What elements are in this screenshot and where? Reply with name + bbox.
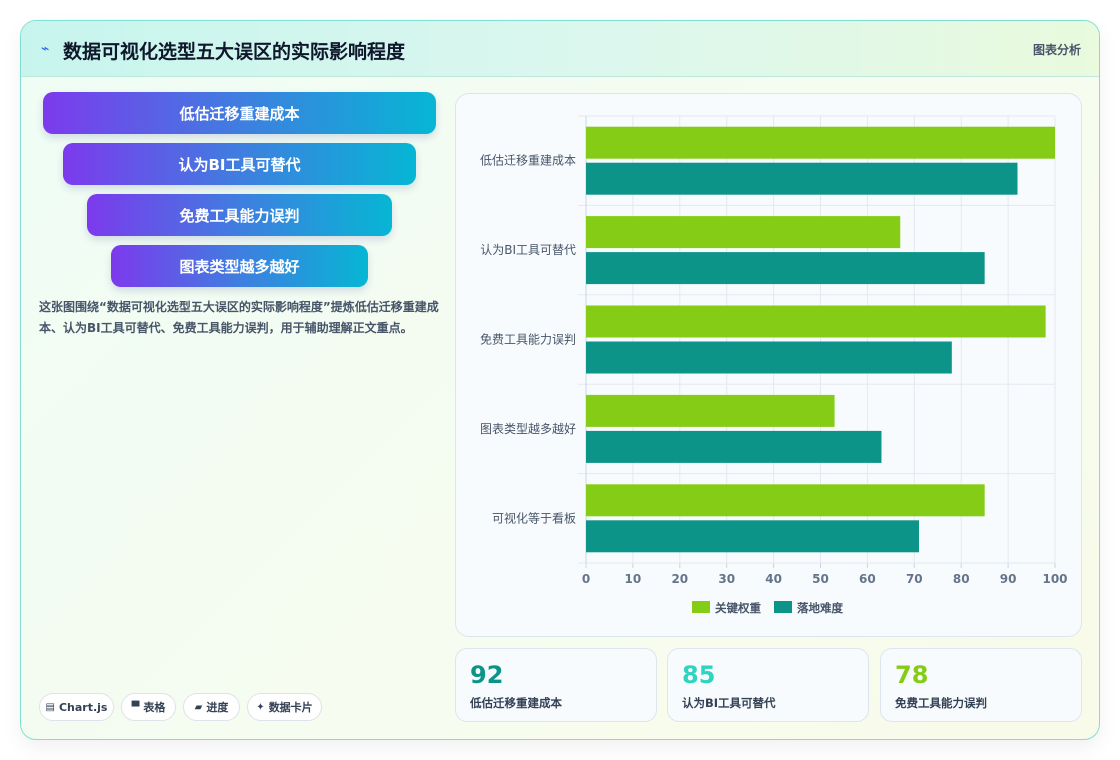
legend-swatch (692, 601, 710, 613)
tag-3: 免费工具能力误判 (87, 194, 392, 236)
bar-weight (586, 126, 1055, 159)
bar-difficulty (586, 341, 952, 374)
y-tick-label: 免费工具能力误判 (480, 332, 576, 347)
y-tick-label: 可视化等于看板 (492, 510, 576, 525)
stat-label: 低估迁移重建成本 (470, 696, 562, 710)
legend-swatch (774, 601, 792, 613)
stat-value: 78 (895, 661, 929, 689)
y-tick-label: 低估迁移重建成本 (480, 154, 576, 168)
description-text: 这张图围绕“数据可视化选型五大误区的实际影响程度”提炼低估迁移重建成本、认为BI… (39, 300, 439, 335)
stat-value: 92 (470, 661, 504, 689)
chip-label: 表格 (143, 701, 166, 714)
bar-weight (586, 484, 985, 517)
x-tick-label: 40 (765, 572, 782, 586)
x-tick-label: 60 (859, 572, 876, 586)
x-tick-label: 30 (718, 572, 735, 586)
tag-4: 图表类型越多越好 (111, 245, 368, 287)
bar-weight (586, 216, 901, 249)
tag-2: 认为BI工具可替代 (63, 143, 416, 185)
x-tick-label: 0 (582, 572, 590, 586)
card-header: ⌁ 数据可视化选型五大误区的实际影响程度 图表分析 (21, 21, 1099, 77)
stat-value: 85 (682, 661, 716, 689)
chip-progress[interactable]: ▰ 进度 (183, 693, 240, 721)
bar-difficulty (586, 162, 1018, 195)
chip-data-card[interactable]: ✦ 数据卡片 (247, 693, 322, 721)
bar-weight (586, 394, 835, 427)
x-tick-label: 10 (625, 572, 642, 586)
bar-difficulty (586, 430, 882, 463)
legend-label: 关键权重 (715, 601, 761, 615)
stat-card-1: 92 低估迁移重建成本 (455, 648, 657, 722)
stat-label: 认为BI工具可替代 (682, 696, 776, 710)
x-tick-label: 50 (812, 572, 829, 586)
bar-chart: 0 10 20 30 40 50 60 70 80 90 100 低估迁移重建成本认为BI工具可替代免… (480, 115, 1068, 615)
y-tick-label: 图表类型越多越好 (480, 422, 576, 436)
x-tick-label: 70 (906, 572, 923, 586)
main-card: ⌁ 数据可视化选型五大误区的实际影响程度 图表分析 低估迁移重建成本 认为BI工… (20, 20, 1100, 740)
x-tick-label: 90 (1000, 572, 1017, 586)
table-icon: ▀ (131, 701, 140, 713)
chart-analysis-label: 图表分析 (1032, 43, 1081, 57)
chart-icon: ▤ (45, 701, 55, 713)
stat-card-2: 85 认为BI工具可替代 (667, 648, 869, 722)
page-title: 数据可视化选型五大误区的实际影响程度 (63, 41, 406, 63)
legend-label: 落地难度 (797, 601, 843, 615)
chart-panel: 0 10 20 30 40 50 60 70 80 90 100 低估迁移重建成本 认为BI工具可替代免… (455, 93, 1082, 637)
x-tick-label: 20 (671, 572, 688, 586)
stat-card-3: 78 免费工具能力误判 (880, 648, 1082, 722)
chip-chartjs[interactable]: ▤ Chart.js (39, 693, 114, 721)
chip-label: Chart.js (58, 700, 108, 714)
chart-spark-icon: ⌁ (41, 41, 50, 57)
x-tick-label: 80 (953, 572, 970, 586)
progress-icon: ▰ (194, 701, 203, 713)
chip-table[interactable]: ▀ 表格 (121, 693, 176, 721)
tag-1: 低估迁移重建成本 (43, 92, 436, 134)
chip-label: 数据卡片 (268, 701, 313, 714)
chip-label: 进度 (206, 701, 229, 714)
bar-weight (586, 305, 1046, 338)
bar-difficulty (586, 520, 919, 553)
sparkle-icon: ✦ (256, 701, 265, 713)
stat-label: 免费工具能力误判 (895, 696, 987, 710)
bar-difficulty (586, 252, 985, 285)
y-tick-label: 认为BI工具可替代 (480, 243, 576, 257)
x-tick-label: 100 (1042, 572, 1067, 586)
